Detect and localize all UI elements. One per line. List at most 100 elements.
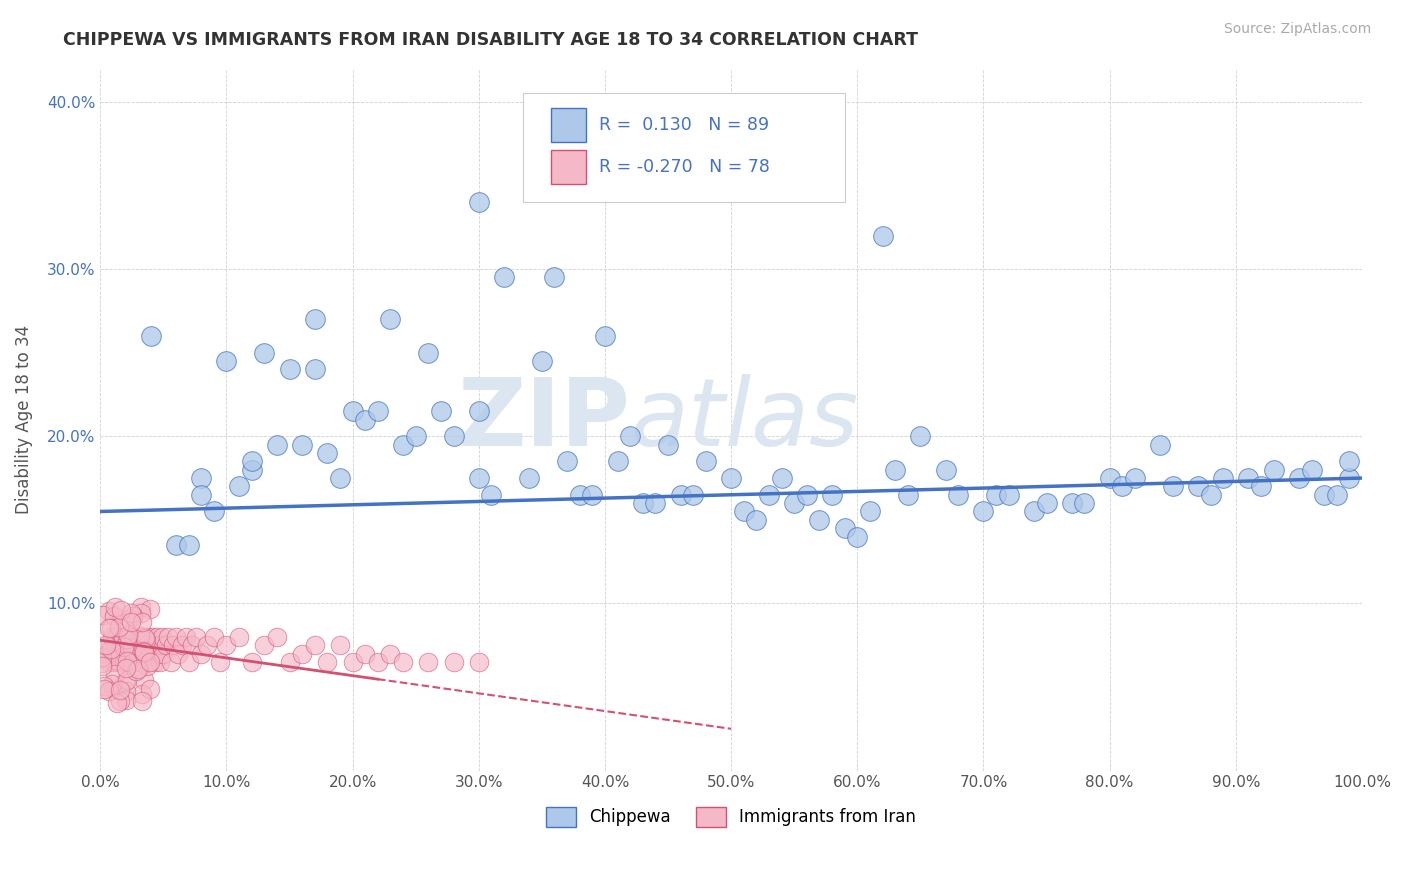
Point — [581, 488, 603, 502]
Point — [110, 603, 132, 617]
Point — [1212, 471, 1234, 485]
Point — [110, 647, 132, 661]
Point — [131, 694, 153, 708]
Point — [105, 629, 128, 643]
Point — [695, 454, 717, 468]
Point — [129, 606, 152, 620]
Point — [555, 454, 578, 468]
Point — [631, 496, 654, 510]
Point — [124, 638, 146, 652]
Point — [405, 429, 427, 443]
Point — [174, 630, 197, 644]
Point — [1313, 488, 1336, 502]
Point — [418, 345, 440, 359]
Point — [139, 647, 162, 661]
Point — [139, 329, 162, 343]
Point — [104, 599, 127, 614]
Point — [90, 659, 112, 673]
Point — [316, 446, 339, 460]
Point — [834, 521, 856, 535]
Point — [468, 655, 491, 669]
Point — [115, 638, 138, 652]
Point — [278, 655, 301, 669]
Point — [142, 630, 165, 644]
Point — [127, 662, 149, 676]
Point — [783, 496, 806, 510]
Point — [105, 630, 128, 644]
Point — [1301, 463, 1323, 477]
Point — [593, 329, 616, 343]
Point — [108, 694, 131, 708]
Point — [177, 538, 200, 552]
Point — [120, 615, 142, 629]
Point — [134, 638, 156, 652]
Point — [131, 630, 153, 644]
Point — [98, 638, 121, 652]
Text: Source: ZipAtlas.com: Source: ZipAtlas.com — [1223, 22, 1371, 37]
Point — [354, 412, 377, 426]
Point — [122, 609, 145, 624]
Text: R =  0.130   N = 89: R = 0.130 N = 89 — [599, 116, 769, 134]
Point — [1288, 471, 1310, 485]
Point — [253, 345, 276, 359]
Point — [304, 312, 326, 326]
Point — [131, 615, 153, 630]
Point — [121, 656, 143, 670]
Point — [134, 631, 156, 645]
Point — [97, 621, 120, 635]
Point — [135, 632, 157, 647]
Point — [127, 647, 149, 661]
Point — [112, 630, 135, 644]
Point — [568, 488, 591, 502]
Point — [190, 647, 212, 661]
Point — [443, 655, 465, 669]
Point — [1326, 488, 1348, 502]
Point — [897, 488, 920, 502]
Point — [136, 630, 159, 644]
Point — [682, 488, 704, 502]
Point — [124, 665, 146, 679]
Point — [128, 629, 150, 643]
Point — [530, 354, 553, 368]
Text: atlas: atlas — [630, 374, 859, 465]
Point — [117, 630, 139, 644]
Point — [266, 437, 288, 451]
Point — [1161, 479, 1184, 493]
Point — [1060, 496, 1083, 510]
Point — [997, 488, 1019, 502]
Point — [278, 362, 301, 376]
Point — [796, 488, 818, 502]
Point — [910, 429, 932, 443]
Point — [380, 312, 402, 326]
Point — [859, 504, 882, 518]
Point — [107, 696, 129, 710]
Point — [155, 638, 177, 652]
Point — [135, 659, 157, 673]
Point — [111, 638, 134, 652]
Point — [148, 655, 170, 669]
Point — [1263, 463, 1285, 477]
Point — [644, 496, 666, 510]
Point — [316, 655, 339, 669]
Point — [215, 638, 238, 652]
Point — [118, 612, 141, 626]
Point — [1022, 504, 1045, 518]
Point — [884, 463, 907, 477]
Point — [91, 608, 114, 623]
Point — [128, 655, 150, 669]
Point — [1339, 454, 1361, 468]
Point — [146, 630, 169, 644]
Point — [93, 681, 115, 696]
Point — [96, 647, 118, 661]
Point — [141, 638, 163, 652]
Point — [100, 630, 122, 644]
Point — [367, 655, 389, 669]
Point — [108, 620, 131, 634]
Point — [132, 655, 155, 669]
Point — [143, 655, 166, 669]
Point — [745, 513, 768, 527]
Point — [115, 683, 138, 698]
Bar — [551, 108, 586, 142]
Point — [100, 621, 122, 635]
Point — [117, 628, 139, 642]
